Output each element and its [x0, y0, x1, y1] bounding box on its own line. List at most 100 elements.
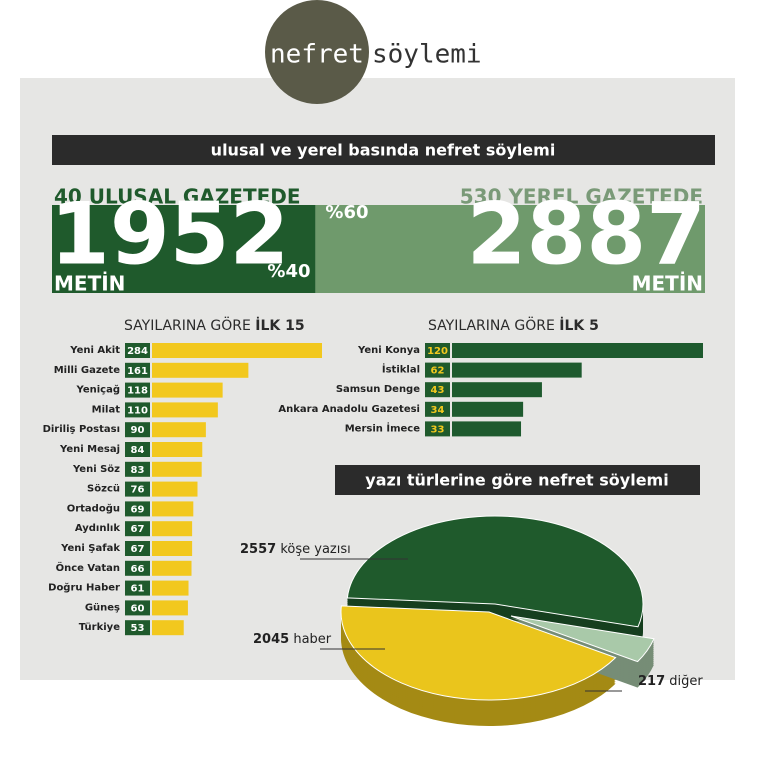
category-label: Samsun Denge [336, 384, 420, 395]
value-label: 284 [127, 346, 148, 357]
pie-title-bg [335, 465, 700, 495]
value-label: 53 [131, 623, 145, 634]
local-share: %60 [325, 202, 368, 223]
value-label: 83 [131, 465, 145, 476]
value-label: 34 [431, 405, 445, 416]
local-count: 2887 [467, 184, 706, 284]
category-label: Milat [92, 404, 121, 415]
pie-slice [340, 605, 617, 701]
category-label: Türkiye [79, 622, 121, 633]
value-label: 67 [131, 524, 145, 535]
category-label: Milli Gazete [54, 365, 120, 376]
value-label: 69 [131, 504, 145, 515]
value-box [125, 481, 150, 497]
value-box [425, 343, 450, 358]
title-text: SAYILARINA GÖRE [124, 316, 251, 334]
pie-title: yazı türlerine göre nefret söylemi [365, 471, 668, 490]
bar-chart-title: SAYILARINA GÖRE İLK 5 [428, 316, 599, 334]
value-label: 66 [131, 564, 145, 575]
bar [452, 401, 524, 417]
bar [452, 421, 522, 437]
value-label: 43 [431, 385, 445, 396]
slice-category: köşe yazısı [280, 542, 350, 557]
bar [152, 501, 194, 517]
value-label: 61 [131, 584, 145, 595]
value-box [425, 382, 450, 398]
slice-category: haber [293, 632, 331, 647]
logo-right: söylemi [372, 40, 482, 70]
category-label: Yeni Konya [357, 345, 420, 356]
bar [152, 580, 189, 596]
bar [152, 560, 192, 576]
national-share-bar [52, 205, 316, 293]
category-label: Doğru Haber [48, 582, 120, 594]
bar [152, 442, 203, 457]
bar [452, 343, 703, 358]
value-label: 33 [431, 424, 445, 435]
bar [152, 343, 322, 358]
bar [452, 362, 582, 378]
logo-circle [265, 0, 369, 104]
category-label: Yeni Akit [69, 345, 120, 356]
category-label: Diriliş Postası [43, 424, 120, 435]
value-label: 84 [131, 445, 145, 456]
category-label: Mersin İmece [345, 420, 420, 434]
slice-label: 217 diğer [638, 674, 703, 689]
bar [452, 382, 542, 398]
bar-chart-title: SAYILARINA GÖRE İLK 15 [124, 316, 305, 334]
category-label: Aydınlık [75, 523, 120, 534]
value-box [125, 521, 150, 537]
value-box [125, 422, 150, 438]
value-box [125, 362, 150, 378]
value-box [125, 343, 150, 358]
category-label: Yeni Söz [72, 464, 120, 475]
banner: ulusal ve yerel basında nefret söylemi [211, 141, 556, 160]
value-label: 62 [431, 366, 445, 377]
category-label: Sözcü [87, 484, 120, 495]
value-label: 120 [427, 346, 448, 357]
slice-value: 217 [638, 674, 665, 689]
bar [152, 521, 193, 537]
value-label: 118 [127, 386, 148, 397]
slice-category: diğer [669, 674, 703, 689]
value-box [125, 501, 150, 517]
local-share-bar [315, 205, 705, 293]
pie-slice [510, 615, 655, 663]
national-unit: METİN [54, 272, 125, 296]
title-text: SAYILARINA GÖRE [428, 316, 555, 334]
value-box [125, 600, 150, 616]
value-box [125, 580, 150, 596]
value-box [425, 362, 450, 378]
bar [152, 541, 193, 556]
title-emphasis: İLK 15 [255, 317, 304, 334]
value-box [125, 461, 150, 477]
value-box [125, 620, 150, 636]
bar [152, 600, 188, 616]
category-label: Yeni Şafak [60, 543, 120, 554]
value-box [125, 541, 150, 556]
value-box [425, 421, 450, 437]
value-label: 67 [131, 544, 145, 555]
slice-value: 2557 [240, 542, 276, 557]
national-count: 1952 [50, 184, 289, 284]
bar [152, 481, 198, 497]
value-label: 76 [131, 485, 145, 496]
category-label: Önce Vatan [56, 560, 120, 574]
value-box [125, 402, 150, 418]
category-label: Yeniçağ [76, 384, 121, 396]
bar [152, 362, 249, 378]
value-label: 60 [131, 603, 145, 614]
title-emphasis: İLK 5 [559, 317, 599, 334]
value-box [125, 560, 150, 576]
bar [152, 422, 206, 438]
bar [152, 461, 202, 477]
slice-label: 2045 haber [253, 632, 332, 647]
national-share: %40 [267, 261, 310, 282]
category-label: İstiklal [382, 362, 420, 376]
slice-value: 2045 [253, 632, 289, 647]
value-label: 161 [127, 366, 148, 377]
bar [152, 382, 223, 398]
category-label: Ortadoğu [67, 502, 120, 514]
